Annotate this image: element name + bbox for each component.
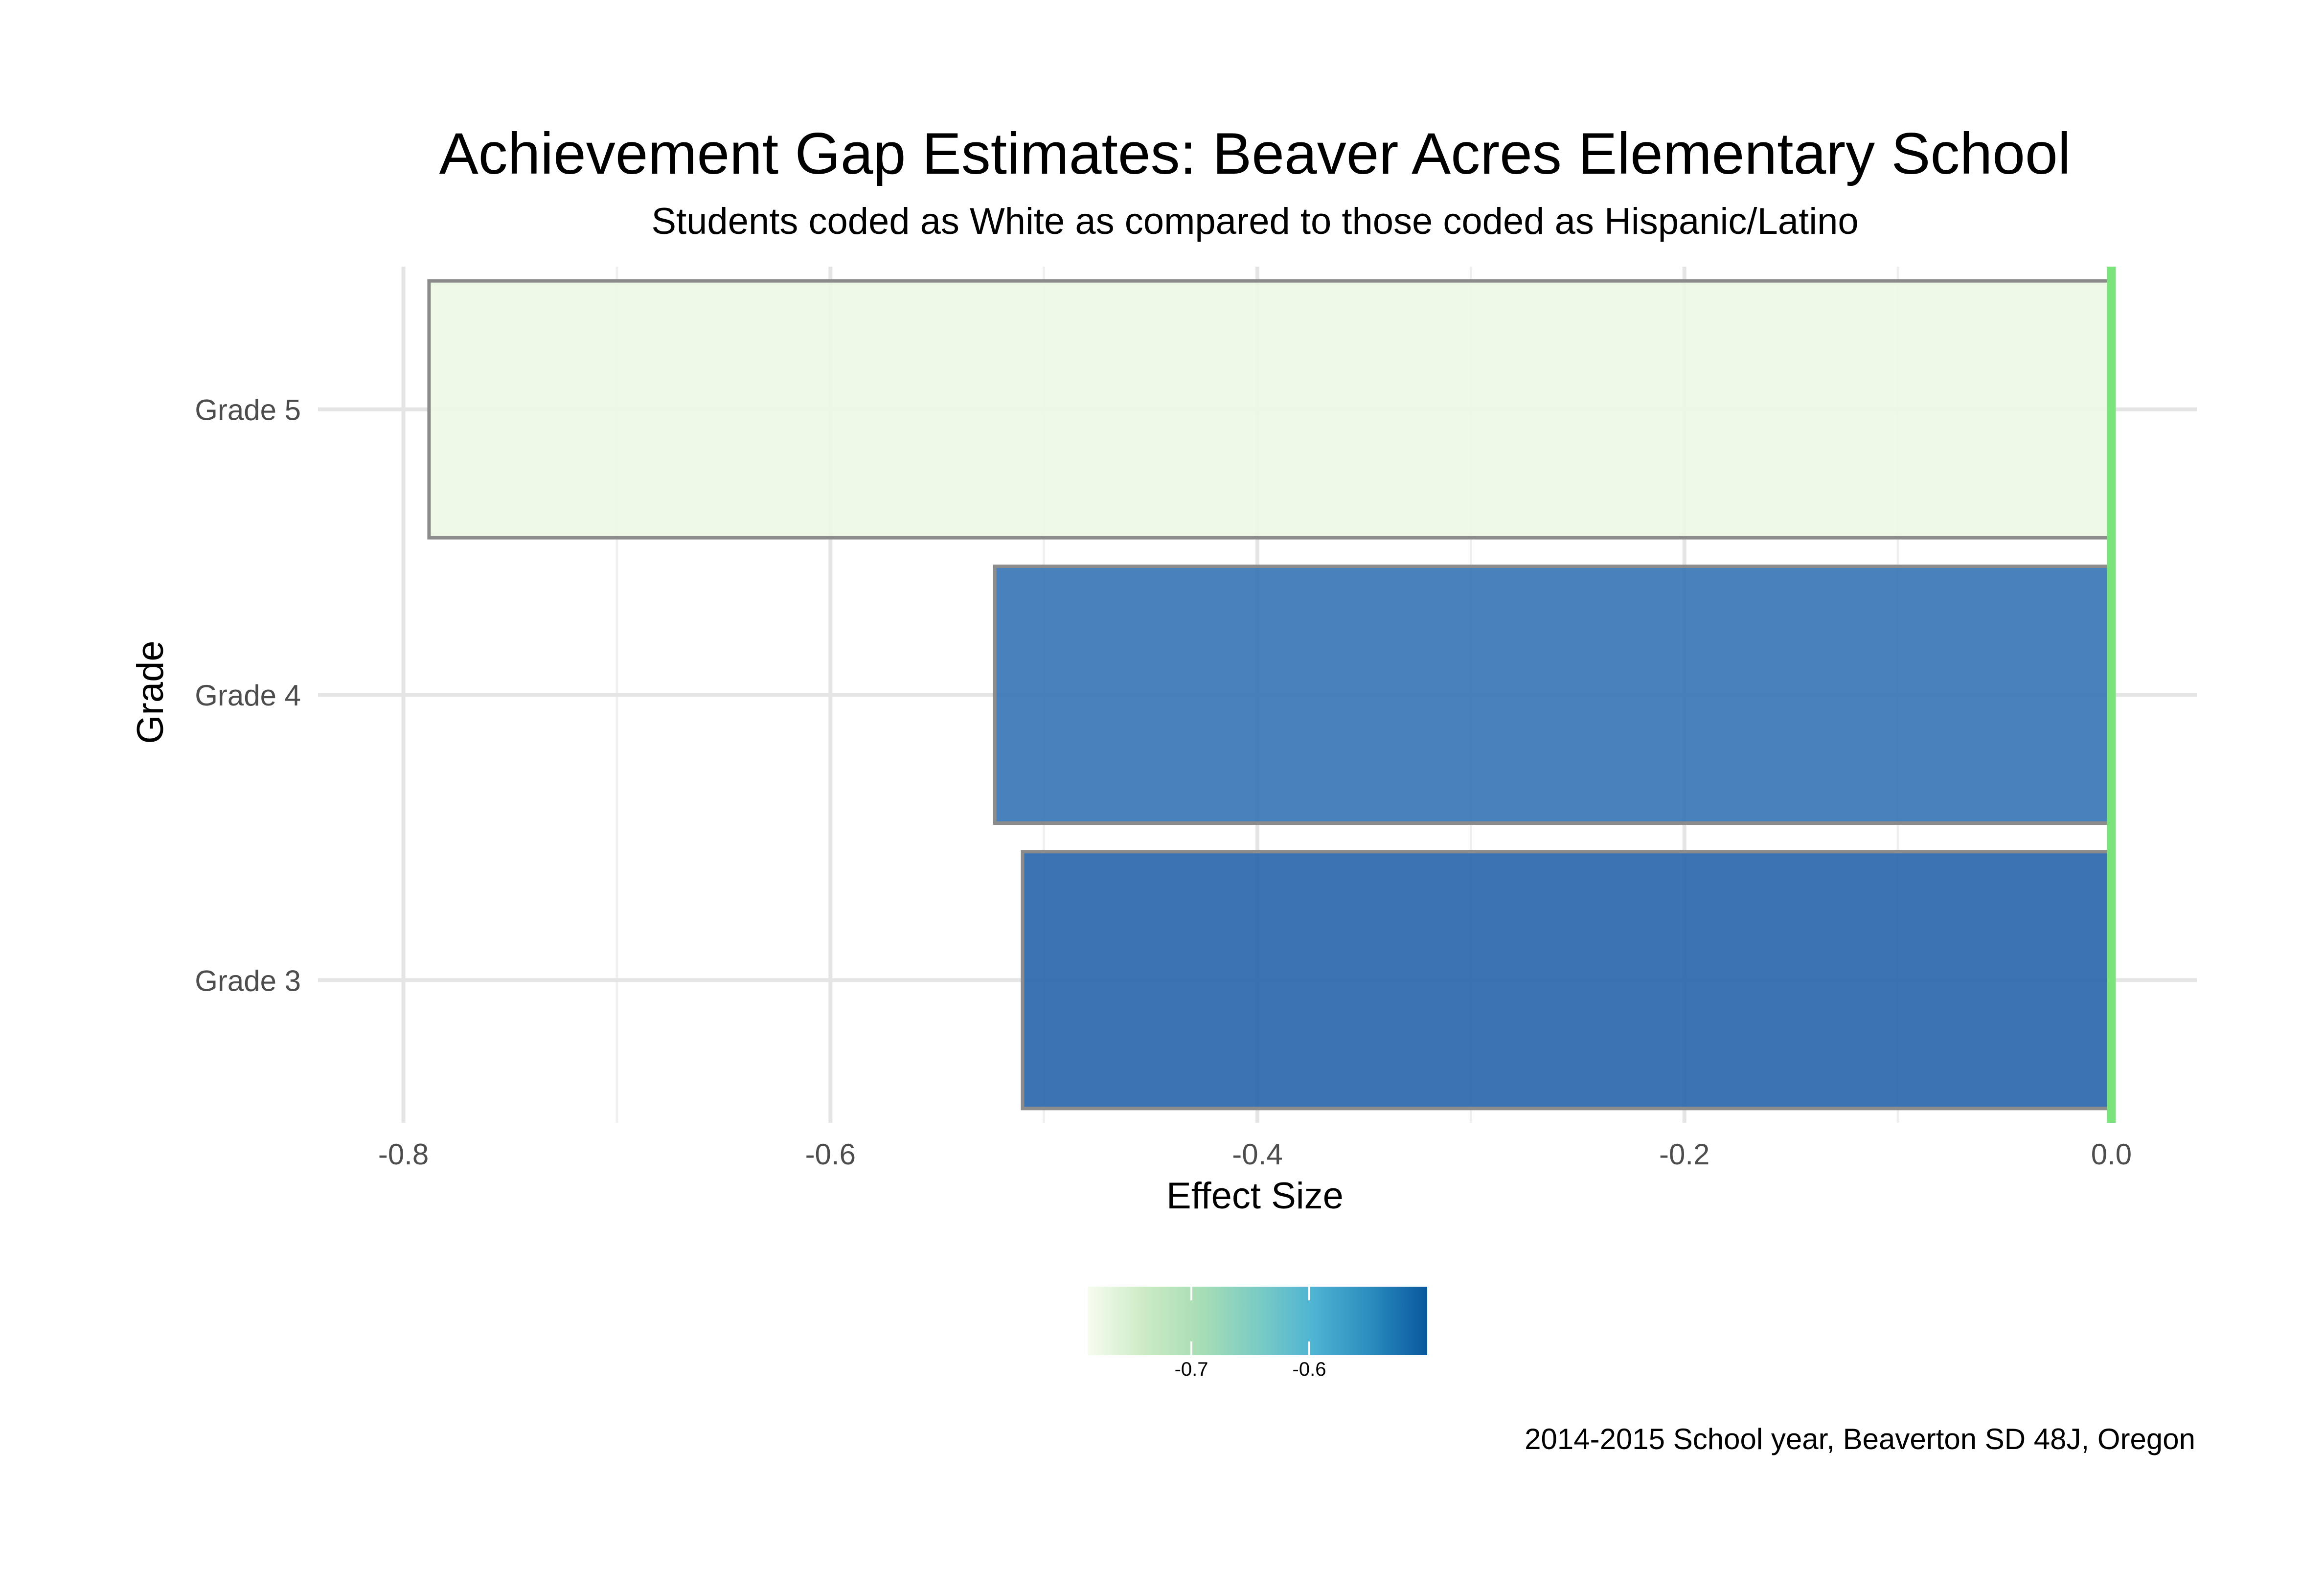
- y-axis-title: Grade: [130, 640, 171, 744]
- x-axis-ticks: -0.8 -0.6 -0.4 -0.2 0.0: [378, 1138, 2132, 1171]
- color-legend: -0.7 -0.6: [1088, 1287, 1427, 1380]
- chart-caption: 2014-2015 School year, Beaverton SD 48J,…: [1525, 1423, 2195, 1455]
- y-tick-label: Grade 3: [195, 964, 301, 997]
- colorbar-tick-label: -0.7: [1175, 1359, 1208, 1380]
- bar: [993, 565, 2113, 825]
- x-tick-label: -0.2: [1659, 1138, 1709, 1171]
- x-axis-title: Effect Size: [1166, 1175, 1344, 1217]
- x-tick-label: -0.4: [1232, 1138, 1282, 1171]
- colorbar-tick-label: -0.6: [1293, 1359, 1326, 1380]
- y-tick-label: Grade 5: [195, 394, 301, 427]
- colorbar-ticks: -0.7 -0.6: [1175, 1287, 1326, 1380]
- y-axis-ticks: Grade 3 Grade 4 Grade 5: [195, 394, 301, 998]
- chart-title: Achievement Gap Estimates: Beaver Acres …: [439, 121, 2071, 186]
- colorbar: [1088, 1287, 1427, 1355]
- x-tick-label: 0.0: [2091, 1138, 2132, 1171]
- x-tick-label: -0.6: [805, 1138, 856, 1171]
- x-tick-label: -0.8: [378, 1138, 429, 1171]
- bars: [427, 279, 2113, 1111]
- chart-subtitle: Students coded as White as compared to t…: [651, 201, 1858, 242]
- bar: [427, 279, 2113, 540]
- bar: [1021, 850, 2113, 1111]
- y-tick-label: Grade 4: [195, 679, 301, 712]
